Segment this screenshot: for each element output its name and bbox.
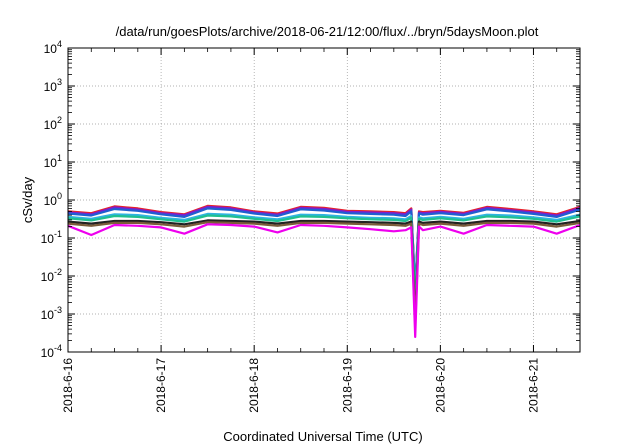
y-axis-label: cSv/day <box>20 176 35 223</box>
x-axis-label: Coordinated Universal Time (UTC) <box>223 429 422 444</box>
chart-title: /data/run/goesPlots/archive/2018-06-21/1… <box>116 24 539 39</box>
x-tick-label: 2018-6-16 <box>61 358 75 413</box>
x-tick-label: 2018-6-18 <box>247 358 261 413</box>
axis-ticks <box>67 47 580 353</box>
x-tick-label: 2018-6-21 <box>526 358 540 413</box>
grid-lines <box>67 48 580 352</box>
series-line-7 <box>67 221 581 327</box>
y-tick-label: 103 <box>44 77 62 94</box>
y-tick-label: 10-1 <box>41 229 62 246</box>
y-tick-label: 101 <box>44 153 62 170</box>
series-group <box>67 204 581 338</box>
series-line-3 <box>67 207 581 289</box>
x-tick-label: 2018-6-19 <box>340 358 354 413</box>
y-tick-label: 102 <box>44 115 62 132</box>
series-line-4 <box>67 212 581 297</box>
y-tick-label: 10-4 <box>41 343 62 360</box>
series-line-2 <box>67 205 581 293</box>
y-tick-label: 104 <box>44 39 62 56</box>
series-line-6 <box>67 219 581 324</box>
x-tick-label: 2018-6-17 <box>154 358 168 413</box>
y-tick-labels: 10-4 10-3 10-2 10-1 100 101 102 103 104 <box>41 39 62 360</box>
x-tick-labels: 2018-6-16 2018-6-17 2018-6-18 2018-6-19 2018… <box>61 358 540 413</box>
y-tick-label: 10-3 <box>41 305 62 322</box>
y-tick-label: 100 <box>44 191 62 208</box>
series-line-8 <box>67 223 581 338</box>
x-tick-label: 2018-6-20 <box>433 358 447 413</box>
series-line-5 <box>67 214 581 300</box>
y-tick-label: 10-2 <box>41 267 62 284</box>
